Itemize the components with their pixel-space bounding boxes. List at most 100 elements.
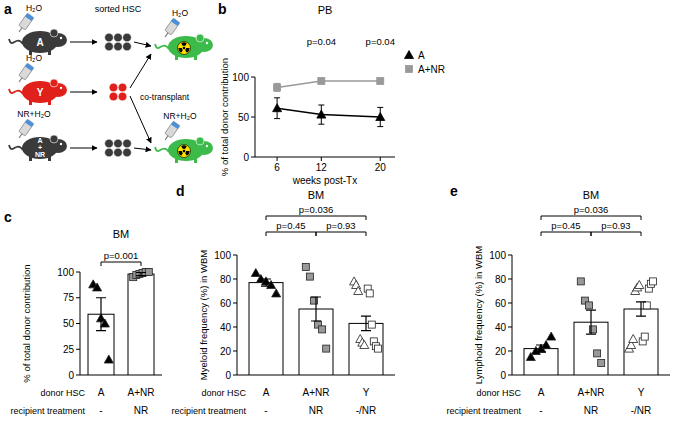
water-label: NR+H₂O (163, 111, 197, 121)
treatment-label: NR (134, 405, 148, 416)
mouse (9, 79, 67, 105)
water-bottle (162, 18, 180, 39)
legend-label: A (418, 50, 425, 61)
y-tick-label: 60 (220, 298, 232, 309)
sorted-label: sorted HSC (95, 4, 142, 14)
bottle-nozzle (19, 28, 22, 32)
y-tick-label: 50 (238, 112, 250, 123)
marker (547, 332, 556, 340)
marker (354, 287, 363, 295)
hsc-cell (114, 42, 123, 51)
treatment-label: -/NR (631, 405, 652, 416)
x-tick (380, 157, 381, 161)
arrow (134, 148, 151, 150)
series-line (277, 81, 380, 87)
marker (649, 278, 656, 285)
p-value: p=0.45 (551, 220, 580, 231)
chart-title: PB (318, 4, 333, 16)
mouse-tail (155, 44, 169, 49)
y-tick (508, 303, 512, 304)
bar (249, 283, 283, 375)
panel-label: e (450, 183, 458, 199)
donor-label-line: NR (35, 151, 45, 158)
p-value: p=0.93 (326, 220, 355, 231)
hsc-cell (109, 83, 118, 92)
marker (368, 321, 375, 328)
x-tick (277, 157, 278, 161)
chart-title: BM (113, 228, 130, 240)
y-tick (233, 279, 237, 280)
mouse-eye (60, 37, 62, 39)
treatment-label: - (99, 405, 102, 416)
category-label: A (98, 387, 105, 398)
marker (643, 302, 650, 309)
row-title: donor HSC (476, 388, 521, 398)
error-bar (586, 310, 596, 334)
y-tick (76, 375, 80, 376)
category-label: A (538, 387, 545, 398)
mouse-eye (60, 143, 62, 145)
y-tick-label: 20 (220, 346, 232, 357)
donor-label-line: + (38, 144, 42, 151)
bottle-nozzle (165, 33, 168, 37)
transplant-label: co-transplant (140, 92, 190, 102)
panel-e: eBM020406080100Lymphoid frequency (%) in… (446, 183, 670, 416)
y-tick-label: 60 (495, 298, 507, 309)
error-bar (536, 345, 546, 352)
error-bar (361, 316, 371, 330)
water-label: H₂O (26, 3, 42, 13)
hsc-cell (123, 42, 132, 51)
hsc-cell (123, 33, 132, 42)
water-label: H₂O (26, 53, 42, 63)
treatment-label: NR (584, 405, 598, 416)
bottle-nozzle (19, 134, 22, 138)
row-title: recipient treatment (446, 406, 521, 416)
bottle-body (165, 18, 180, 35)
bottle-body (19, 13, 34, 30)
treatment-label: -/NR (356, 405, 377, 416)
hsc-cell (105, 42, 114, 51)
plot-area (273, 78, 385, 127)
y-tick-label: 100 (232, 72, 249, 83)
marker (302, 264, 309, 271)
category-label: A+NR (578, 387, 605, 398)
bar (128, 274, 154, 375)
panel-d: dBM020406080100Myeloid frequency (%) in … (171, 183, 395, 416)
marker (274, 84, 281, 91)
panel-label: a (4, 1, 12, 17)
y-tick-label: 0 (225, 370, 231, 381)
water-bottle (16, 63, 34, 84)
x-tick (321, 157, 322, 161)
comparison-bracket (101, 262, 141, 266)
y-tick-label: 0 (243, 152, 249, 163)
y-tick (508, 279, 512, 280)
legend-marker (405, 51, 414, 59)
arrow (130, 96, 151, 143)
marker (629, 335, 638, 343)
legend-label: A+NR (418, 64, 445, 75)
bottle-body (165, 121, 180, 138)
y-tick (76, 272, 80, 273)
p-value: p=0.93 (601, 220, 630, 231)
y-tick-label: 0 (500, 370, 506, 381)
marker (100, 319, 109, 327)
y-tick (76, 323, 80, 324)
water-label: H₂O (172, 8, 188, 18)
marker (594, 350, 601, 357)
marker (318, 78, 325, 85)
treatment-label: - (539, 405, 542, 416)
y-tick (233, 375, 237, 376)
y-tick (76, 297, 80, 298)
hsc-cell (105, 148, 114, 157)
bottle-nozzle (165, 136, 168, 140)
water-bottle (16, 13, 34, 34)
mouse (155, 137, 213, 163)
figure: asorted HSCH₂OAH₂OYNR+H₂OA+NRco-transpla… (0, 0, 685, 427)
comparison-bracket (316, 232, 366, 236)
marker (641, 333, 648, 340)
radiation-blade (178, 151, 183, 156)
y-tick-label: 100 (214, 250, 231, 261)
bottle-cap (25, 119, 34, 127)
marker (598, 360, 605, 367)
mouse (9, 135, 67, 161)
